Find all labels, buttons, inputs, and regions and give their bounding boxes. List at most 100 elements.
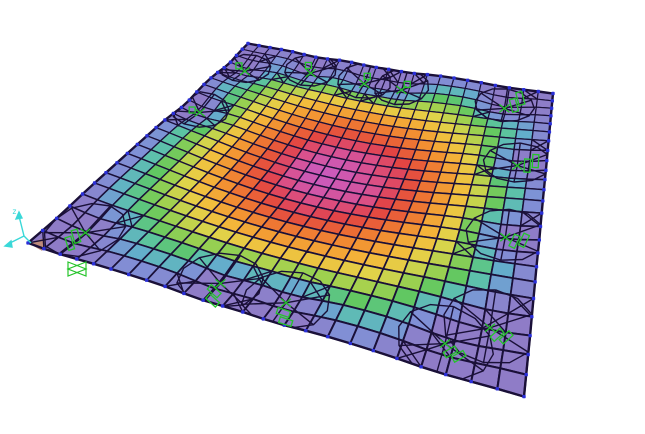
boundary-node — [163, 118, 167, 122]
boundary-node — [530, 315, 534, 319]
fan-spoke — [513, 165, 518, 183]
boundary-node — [543, 177, 547, 182]
boundary-node — [221, 304, 225, 308]
fan-spoke — [445, 327, 491, 337]
boundary-node — [109, 267, 113, 271]
boundary-node — [551, 91, 555, 96]
fan-spoke — [310, 57, 320, 74]
support-marker — [498, 90, 526, 114]
boundary-node — [290, 50, 295, 54]
x-brace — [430, 332, 452, 358]
boundary-node — [522, 88, 526, 92]
x-brace — [172, 113, 179, 126]
boundary-node — [495, 387, 499, 391]
x-brace — [326, 58, 336, 70]
boundary-node — [42, 247, 46, 251]
x-brace — [484, 308, 507, 333]
boundary-node — [135, 142, 140, 147]
fan-spoke — [355, 83, 365, 98]
fan-spoke — [500, 237, 507, 261]
boundary-node — [163, 284, 167, 289]
boundary-node — [522, 394, 526, 399]
fan-spoke — [199, 93, 215, 113]
boundary-node — [246, 41, 250, 46]
support-marker — [358, 72, 371, 89]
support-marker — [499, 232, 531, 250]
boundary-node — [537, 238, 541, 242]
fan-spoke — [71, 207, 87, 234]
boundary-node — [547, 130, 552, 134]
fan-spoke — [363, 66, 372, 84]
corner-support-bowtie — [66, 261, 88, 277]
boundary-node — [145, 134, 149, 138]
fan-spoke — [244, 55, 257, 72]
boundary-node — [187, 98, 191, 102]
x-brace — [510, 294, 533, 318]
x-brace — [521, 211, 541, 227]
boundary-node — [26, 241, 30, 245]
boundary-node — [545, 158, 549, 163]
support-marker — [511, 153, 540, 173]
fan-spoke — [241, 302, 287, 305]
fan-spoke — [505, 224, 541, 238]
boundary-node — [507, 86, 512, 90]
boundary-node — [279, 47, 283, 52]
boundary-node — [304, 329, 308, 333]
boundary-node — [234, 53, 239, 58]
boundary-node — [349, 60, 354, 64]
fan-spoke — [176, 110, 200, 114]
fan-spoke — [191, 96, 201, 113]
fan-spoke — [401, 89, 422, 100]
mesh-cell — [521, 198, 544, 214]
boundary-node — [540, 211, 544, 215]
fan-spoke — [284, 71, 311, 74]
boundary-node — [179, 105, 184, 110]
boundary-node — [325, 57, 330, 61]
boundary-node — [145, 278, 149, 282]
boundary-node — [395, 356, 399, 361]
boundary-node — [465, 78, 470, 82]
boundary-node — [419, 365, 423, 369]
boundary-node — [80, 192, 85, 196]
x-brace — [309, 281, 324, 302]
x-brace — [127, 210, 133, 228]
support-markers — [64, 61, 540, 364]
fan-spoke — [485, 164, 518, 171]
boundary-node — [241, 310, 245, 314]
boundary-node — [546, 148, 550, 153]
z-axis-icon: z — [3, 207, 32, 248]
boundary-node — [549, 114, 553, 118]
fan-spoke — [517, 164, 546, 175]
x-brace — [413, 72, 425, 85]
boundary-node — [58, 252, 62, 256]
support-marker — [204, 278, 226, 308]
fan-spoke — [337, 83, 365, 86]
support-marker — [304, 61, 317, 78]
boundary-node — [538, 224, 543, 229]
boundary-node — [549, 106, 554, 110]
x-brace — [455, 241, 474, 258]
fan-spoke — [198, 257, 222, 284]
boundary-node — [222, 66, 226, 70]
fan-spoke — [85, 225, 126, 234]
boundary-node — [526, 352, 530, 357]
boundary-node — [536, 89, 540, 94]
x-brace — [220, 101, 228, 114]
fan-spoke — [219, 255, 241, 284]
fan-spoke — [444, 306, 455, 344]
boundary-node — [452, 76, 456, 80]
x-brace — [264, 53, 272, 64]
boundary-node — [209, 76, 213, 80]
mesh-quads — [27, 42, 554, 398]
support-marker — [188, 106, 206, 117]
boundary-node — [412, 71, 416, 76]
x-brace — [476, 164, 492, 177]
fan-spoke — [453, 297, 491, 329]
boundary-node — [92, 181, 97, 185]
support-marker — [64, 228, 91, 252]
boundary-node — [337, 58, 342, 62]
boundary-node — [92, 262, 96, 266]
boundary-node — [261, 317, 265, 321]
boundary-node — [314, 55, 318, 59]
boundary-node — [469, 379, 473, 384]
